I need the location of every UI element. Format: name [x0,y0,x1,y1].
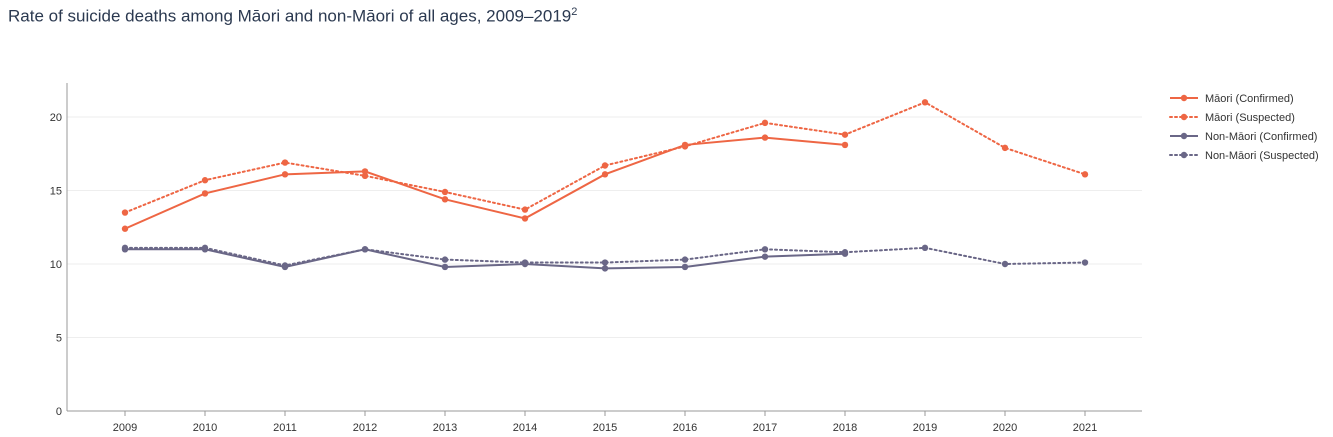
y-tick-label: 5 [56,333,62,345]
data-point[interactable] [1001,144,1009,152]
x-tick-label: 2020 [993,422,1017,434]
legend-item[interactable]: Non-Māori (Suspected) [1169,150,1319,162]
data-point[interactable] [601,259,609,266]
legend-item[interactable]: Non-Māori (Confirmed) [1170,131,1317,143]
chart-title: Rate of suicide deaths among Māori and n… [8,6,577,27]
legend-label: Non-Māori (Suspected) [1205,150,1319,162]
data-point[interactable] [761,253,769,260]
legend-item[interactable]: Māori (Suspected) [1169,112,1295,124]
series-m-ori-suspected[interactable] [121,99,1089,216]
x-tick-label: 2017 [753,422,777,434]
data-point[interactable] [1081,259,1089,266]
data-point[interactable] [681,256,689,263]
legend[interactable]: Māori (Confirmed) Māori (Suspected) Non-Mā… [1169,93,1319,162]
data-point[interactable] [601,265,609,272]
data-point[interactable] [921,99,929,106]
data-point[interactable] [121,225,129,232]
data-point[interactable] [601,171,609,178]
x-tick-label: 2012 [353,422,377,434]
title-footnote: 2 [571,6,578,18]
data-point[interactable] [1081,171,1089,178]
series-layer [121,99,1089,272]
series-m-ori-confirmed[interactable] [121,134,849,232]
data-point[interactable] [521,215,529,222]
data-point[interactable] [361,168,369,175]
data-point[interactable] [441,196,449,203]
data-point[interactable] [841,131,849,138]
axes: 0 5 10 15 20 2009 2010 2011 2012 2013 2014 2015 2016… [50,83,1142,434]
data-point[interactable] [841,141,849,149]
data-point[interactable] [761,246,769,253]
data-point[interactable] [441,256,449,263]
series-non-m-ori-suspected[interactable] [121,244,1089,269]
data-point[interactable] [601,162,609,169]
legend-label: Māori (Confirmed) [1205,93,1294,105]
data-point[interactable] [281,171,289,178]
x-tick-label: 2009 [113,422,137,434]
y-tick-label: 15 [50,186,62,198]
data-point[interactable] [1001,260,1009,268]
legend-swatch-marker [1180,113,1188,121]
series-line [124,101,1086,214]
data-point[interactable] [121,244,129,252]
data-point[interactable] [441,188,449,196]
data-point[interactable] [761,119,769,127]
data-point[interactable] [281,262,289,269]
data-point[interactable] [281,159,289,166]
series-line [125,248,846,270]
x-tick-label: 2014 [513,422,537,434]
legend-swatch-marker [1180,151,1188,159]
chart-title-text: Rate of suicide deaths among Māori and n… [8,6,572,26]
data-point[interactable] [681,143,689,150]
x-tick-label: 2015 [593,422,617,434]
x-tick-label: 2013 [433,422,457,434]
y-tick-label: 0 [56,406,62,418]
x-tick-label: 2010 [193,422,217,434]
data-point[interactable] [521,206,529,213]
data-point[interactable] [201,244,209,252]
data-point[interactable] [761,134,769,141]
x-tick-label: 2018 [833,422,857,434]
x-tick-label: 2016 [673,422,697,434]
data-point[interactable] [521,259,529,266]
y-tick-label: 20 [50,112,62,124]
data-point[interactable] [361,172,369,179]
series-line [124,136,846,230]
legend-swatch-marker [1180,132,1188,140]
data-point[interactable] [921,244,929,252]
legend-swatch-marker [1180,94,1188,102]
data-point[interactable] [841,249,849,256]
x-tick-label: 2011 [273,422,297,434]
data-point[interactable] [201,177,209,184]
y-tick-label: 10 [50,259,62,271]
data-point[interactable] [121,209,129,216]
data-point[interactable] [201,190,209,197]
data-point[interactable] [361,246,369,253]
data-point[interactable] [681,263,689,271]
series-non-m-ori-confirmed[interactable] [121,246,849,272]
legend-label: Māori (Suspected) [1205,112,1295,124]
legend-item[interactable]: Māori (Confirmed) [1170,93,1294,105]
gridlines [67,116,1142,338]
x-tick-label: 2019 [913,422,937,434]
legend-label: Non-Māori (Confirmed) [1205,131,1317,143]
data-point[interactable] [441,263,449,271]
x-tick-label: 2021 [1073,422,1097,434]
